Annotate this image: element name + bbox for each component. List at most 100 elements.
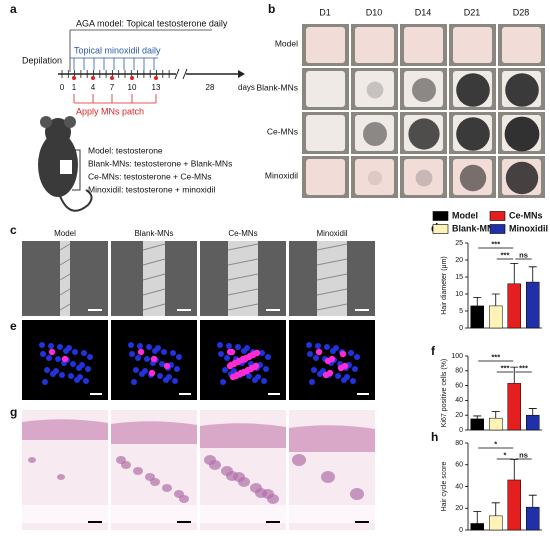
ki67-cell (315, 348, 323, 356)
nucleus (135, 355, 141, 361)
nucleus (265, 354, 271, 360)
bar (507, 479, 521, 531)
follicle (28, 457, 36, 463)
cuticle (59, 258, 71, 266)
nucleus (335, 373, 341, 379)
bar (489, 305, 503, 329)
epidermis (289, 425, 375, 452)
ki67-cell (241, 355, 249, 363)
nucleus (144, 356, 150, 362)
legend-swatch (489, 224, 506, 234)
cuticle (227, 243, 259, 251)
error-bar (491, 411, 500, 419)
photo-column-label: D28 (513, 7, 530, 17)
nucleus (350, 378, 356, 384)
nucleus (315, 343, 321, 349)
follicle (209, 460, 221, 470)
skin-patch (355, 71, 394, 107)
nucleus (226, 343, 232, 349)
group-label: Blank-MNs: testosterone + Blank-MNs (88, 158, 232, 168)
follicle (321, 471, 335, 483)
error-bar (491, 293, 500, 306)
nucleus (146, 344, 152, 350)
panel-label: e (10, 319, 17, 333)
nucleus (68, 373, 74, 379)
nucleus (137, 343, 143, 349)
skin-patch (404, 27, 443, 63)
nucleus (244, 345, 250, 351)
nucleus (263, 366, 269, 372)
photo-row-label: Ce-MNs (267, 126, 298, 136)
nucleus (259, 350, 265, 356)
nucleus (172, 378, 178, 384)
photo-column-label: D21 (464, 7, 481, 17)
y-tick-label: 0 (459, 325, 463, 332)
follicle (133, 467, 143, 475)
hair-region (456, 117, 490, 151)
nucleus (42, 379, 48, 385)
nucleus (166, 374, 172, 380)
skin-patch (306, 115, 345, 151)
ki67-cell (324, 357, 332, 365)
nucleus (174, 366, 180, 372)
nucleus (311, 367, 317, 373)
y-axis-label: Ki67 positive cells (%) (441, 359, 448, 427)
nucleus (344, 374, 350, 380)
patch-dot (130, 76, 134, 80)
legend-swatch (489, 211, 506, 221)
panel-label: c (10, 223, 17, 237)
nucleus (348, 350, 354, 356)
ki67-cell (148, 369, 156, 377)
nucleus (66, 345, 72, 351)
y-tick-label: 40 (455, 483, 463, 490)
timeline-tick-label: 13 (152, 83, 161, 92)
ki67-cell (150, 355, 158, 363)
photo-row-label: Blank-MNs (256, 82, 298, 92)
hair-region (412, 78, 436, 102)
timeline-tick-label: 4 (91, 83, 96, 92)
hair-region (505, 73, 539, 107)
legend-swatch (432, 224, 449, 234)
sem-column-label: Minoxidil (316, 229, 347, 238)
error-bar (510, 366, 519, 384)
group-label: Model: testosterone (88, 145, 163, 155)
sem-column-label: Model (54, 229, 76, 238)
patch-dot (72, 76, 76, 80)
cuticle (59, 243, 71, 251)
skin-patch (306, 27, 345, 63)
panel-label: h (431, 430, 438, 444)
ki67-cell (322, 371, 330, 379)
start-label: Depilation (22, 55, 62, 65)
fat-layer (289, 505, 375, 523)
nucleus (354, 354, 360, 360)
follicle (238, 477, 250, 487)
cuticle (316, 288, 348, 296)
nucleus (255, 374, 261, 380)
y-tick-label: 20 (455, 412, 463, 419)
ki67-cell (337, 364, 345, 372)
y-tick-label: 100 (451, 353, 463, 360)
cuticle (316, 243, 348, 251)
significance-label: ns (519, 250, 528, 259)
cuticle (142, 288, 166, 296)
nucleus (246, 373, 252, 379)
cuticle (227, 258, 259, 266)
bar (526, 414, 540, 431)
model-label: AGA model: Topical testosterone daily (76, 18, 228, 28)
nucleus (55, 356, 61, 362)
photo-column-label: D10 (366, 7, 383, 17)
timeline-tick-label: 10 (128, 83, 137, 92)
group-label: Ce-MNs: testosterone + Ce-MNs (88, 171, 212, 181)
timeline-tick-label: 0 (60, 83, 65, 92)
significance-label: * (494, 439, 497, 448)
bar (526, 281, 540, 329)
skin-patch (502, 27, 541, 63)
cuticle (59, 303, 71, 311)
error-bar (491, 502, 500, 516)
panel-label: a (10, 2, 17, 16)
significance-label: *** (519, 363, 528, 372)
significance-label: *** (491, 239, 500, 248)
bar (507, 383, 521, 431)
nucleus (159, 361, 165, 367)
mouse-illustration (38, 116, 93, 212)
